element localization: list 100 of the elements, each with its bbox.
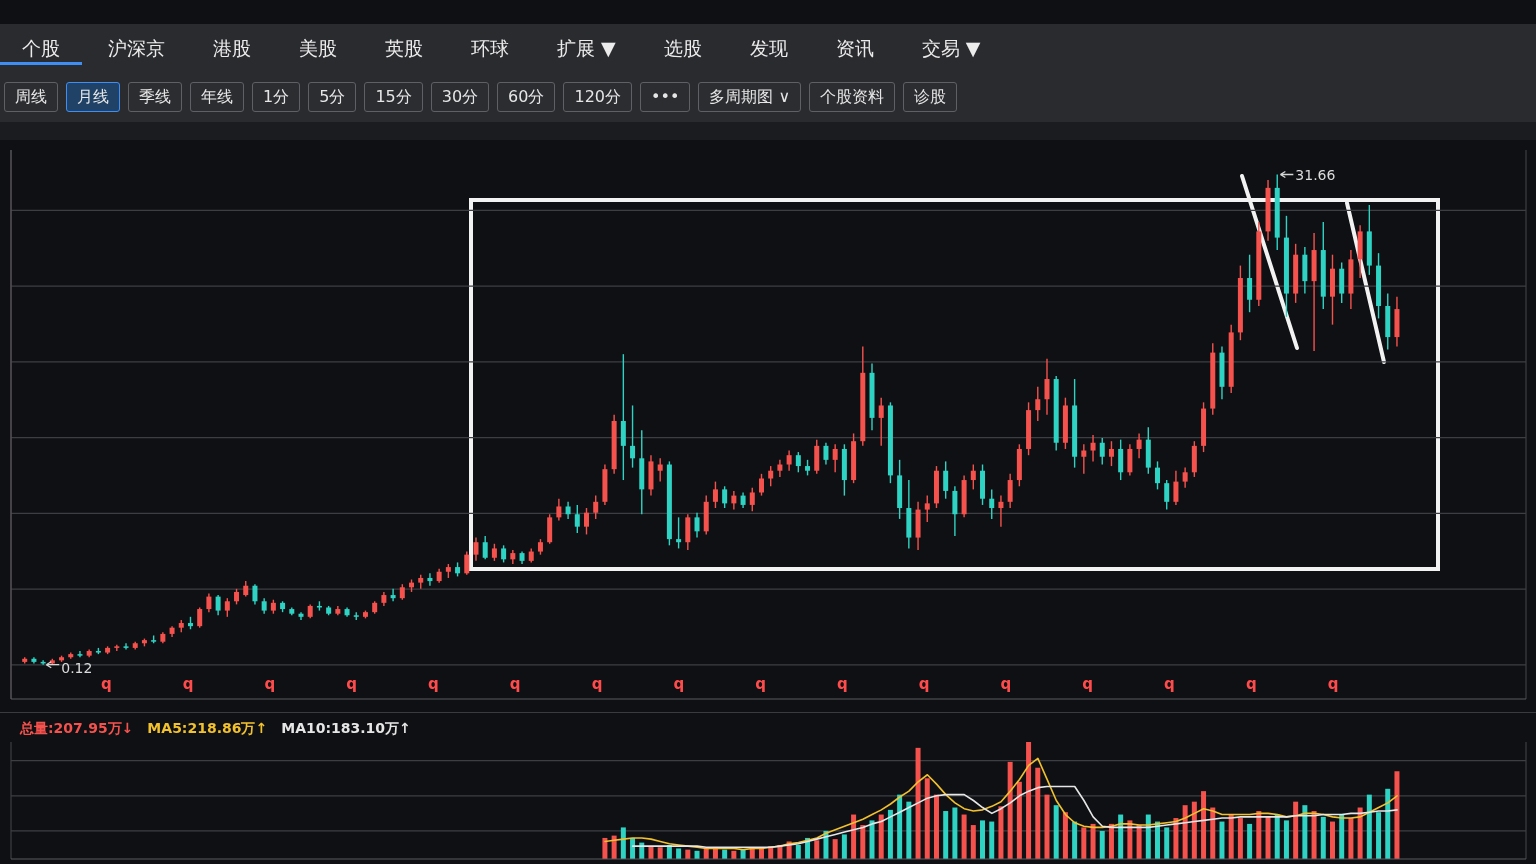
- candlestick: [657, 457, 663, 483]
- text: q: [1082, 675, 1094, 693]
- candlestick: [464, 550, 470, 576]
- candlestick: [1155, 460, 1161, 491]
- bar: [1035, 767, 1041, 859]
- candlestick: [1090, 434, 1096, 463]
- candlestick: [712, 480, 718, 509]
- text: q: [1164, 675, 1175, 693]
- candlestick: [197, 606, 203, 629]
- candlestick: [298, 611, 304, 621]
- text: 个股: [0, 34, 82, 65]
- bar: [1164, 827, 1170, 859]
- bar: [832, 839, 838, 859]
- bar: [1357, 807, 1363, 859]
- bar: [980, 820, 986, 859]
- candlestick: [630, 404, 636, 469]
- text: 港股: [212, 36, 252, 61]
- text: 美股: [298, 36, 338, 61]
- candlestick: [998, 494, 1004, 528]
- bar: [1053, 805, 1059, 859]
- bar: [620, 827, 626, 859]
- candlestick: [676, 516, 682, 550]
- bar: [970, 825, 976, 859]
- bar: [1302, 805, 1308, 859]
- text: q: [346, 675, 358, 693]
- bar: [1090, 823, 1096, 859]
- text: q: [591, 675, 603, 693]
- text: 交易 ▼: [920, 36, 982, 61]
- text: 30分: [430, 82, 490, 112]
- bar: [814, 840, 820, 859]
- candlestick: [777, 459, 783, 478]
- candlestick: [1136, 432, 1142, 459]
- bar: [1329, 821, 1335, 859]
- candlestick: [832, 443, 838, 473]
- candlestick: [823, 442, 829, 466]
- bar: [878, 814, 884, 859]
- text: 个股资料: [809, 82, 896, 112]
- text: 资讯: [834, 36, 875, 61]
- candlestick: [795, 451, 801, 473]
- bar: [1016, 781, 1022, 859]
- text: q: [1000, 675, 1012, 693]
- text: 15分: [364, 82, 423, 112]
- bar: [1072, 821, 1078, 859]
- candlestick: [1247, 254, 1253, 313]
- bar: [897, 794, 903, 859]
- candlestick: [593, 494, 599, 520]
- bar: [1081, 827, 1087, 859]
- text: q: [836, 675, 848, 693]
- text: q: [755, 675, 766, 693]
- text: 环球: [470, 36, 510, 61]
- text: 季线: [128, 82, 182, 112]
- candlestick: [989, 488, 995, 520]
- bar: [1247, 823, 1253, 859]
- text: 年线: [190, 82, 244, 112]
- text: 发现: [748, 36, 789, 61]
- bar: [1201, 791, 1207, 859]
- text: 诊股: [903, 82, 958, 112]
- bar: [1127, 820, 1133, 859]
- text: 总量:207.95万↓: [20, 720, 134, 738]
- text: •••: [640, 82, 691, 112]
- text: q: [1245, 675, 1257, 693]
- candlestick: [1108, 440, 1114, 467]
- candlestick: [1044, 358, 1050, 416]
- candlestick: [722, 485, 728, 509]
- bar: [676, 848, 682, 859]
- text: q: [509, 675, 521, 693]
- candlestick: [584, 507, 589, 536]
- text: 120分: [563, 82, 632, 112]
- text: q: [264, 675, 276, 693]
- candlestick: [924, 494, 930, 523]
- bar: [1376, 812, 1382, 859]
- candlestick: [1127, 443, 1133, 477]
- candlestick: [970, 463, 976, 491]
- candlestick: [749, 487, 755, 512]
- bar: [1026, 742, 1032, 859]
- candlestick: [1007, 473, 1013, 509]
- text: q: [182, 675, 194, 693]
- bar: [933, 794, 939, 859]
- candlestick: [694, 511, 700, 539]
- bar: [1191, 801, 1197, 859]
- candlestick: [943, 460, 949, 500]
- bar: [1007, 761, 1013, 859]
- bar: [1320, 816, 1326, 859]
- text: MA5:218.86万↑: [147, 720, 268, 738]
- bar: [998, 806, 1004, 859]
- bar: [924, 778, 930, 859]
- text: q: [100, 675, 112, 693]
- candlestick: [1081, 443, 1087, 475]
- text: 沪深京: [107, 36, 166, 61]
- candlestick: [252, 583, 258, 606]
- bar: [795, 844, 801, 859]
- annotation: 31.66: [1295, 166, 1336, 183]
- bar: [1062, 812, 1068, 859]
- bar: [1044, 794, 1050, 859]
- candlestick: [206, 592, 212, 613]
- text: 月线: [66, 82, 120, 112]
- candlestick: [427, 572, 433, 587]
- candlestick: [390, 588, 396, 602]
- text: 多周期图 ∨: [698, 82, 802, 112]
- bar: [657, 847, 663, 859]
